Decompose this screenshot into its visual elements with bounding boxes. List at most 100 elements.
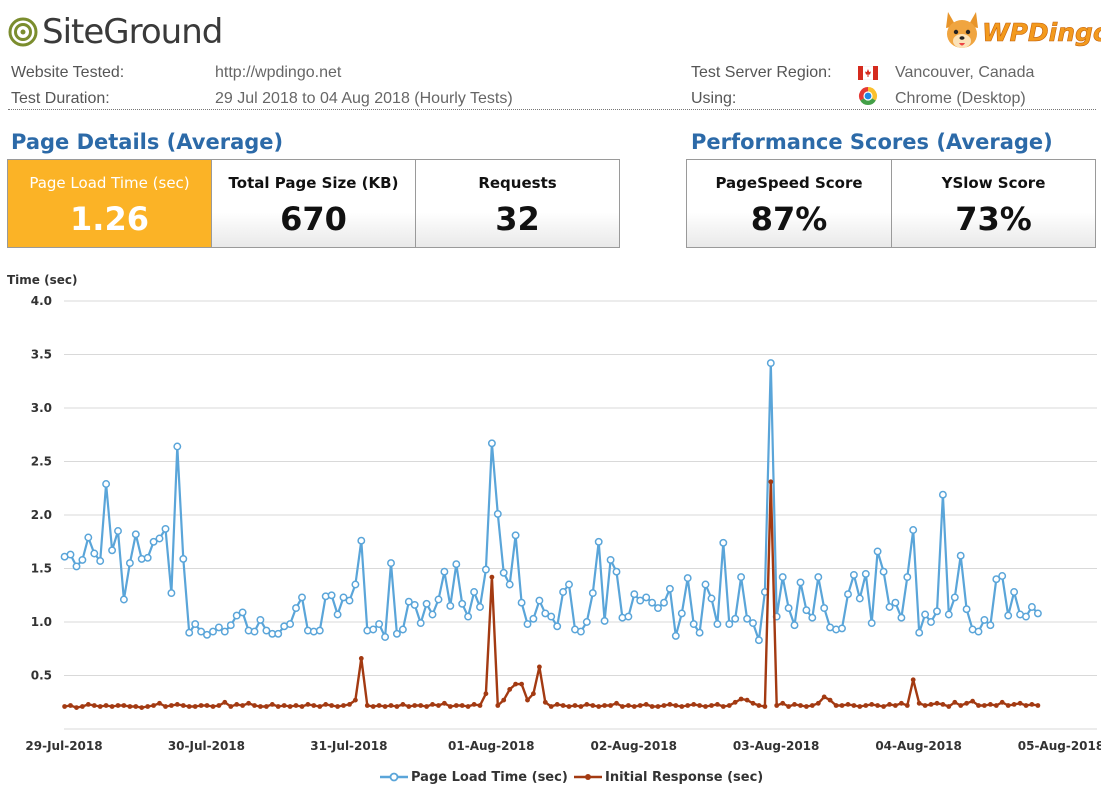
data-point — [744, 697, 750, 703]
data-point — [946, 704, 952, 709]
data-point — [392, 629, 401, 638]
data-point — [155, 534, 164, 543]
data-point — [465, 704, 471, 709]
data-point — [483, 691, 489, 697]
data-point — [464, 612, 473, 621]
data-point — [452, 560, 461, 569]
data-point — [703, 704, 708, 709]
data-point — [198, 703, 204, 708]
test-duration-value: 29 Jul 2018 to 04 Aug 2018 (Hourly Tests… — [215, 90, 513, 107]
data-point — [707, 594, 716, 603]
data-point — [335, 704, 340, 709]
data-point — [897, 613, 906, 622]
requests-value: 32 — [495, 200, 540, 238]
data-point — [1027, 603, 1036, 611]
data-point — [909, 526, 918, 534]
chart-legend: Page Load Time (sec) Initial Response (s… — [380, 770, 763, 785]
data-point — [222, 699, 228, 705]
data-point — [315, 626, 324, 635]
data-point — [578, 704, 584, 709]
x-tick-label: 03-Aug-2018 — [733, 739, 819, 753]
data-point — [442, 700, 447, 706]
data-point — [774, 703, 780, 708]
data-point — [404, 597, 413, 606]
data-point — [240, 703, 246, 708]
data-point — [329, 703, 334, 708]
data-point — [382, 704, 388, 709]
data-point — [726, 703, 732, 708]
data-point — [808, 613, 817, 622]
data-point — [529, 614, 538, 623]
data-point — [559, 588, 568, 596]
chart-grid — [64, 300, 1097, 730]
yslow-score-label: YSlow Score — [941, 174, 1046, 192]
data-point — [1023, 703, 1029, 708]
requests-card: Requests 32 — [416, 160, 619, 247]
website-tested-value: http://wpdingo.net — [215, 64, 342, 81]
load-time-chart: Time (sec) 4.0 3.5 3.0 2.5 2.0 1.5 1.0 0.5 29-J… — [7, 273, 1101, 785]
test-duration-label: Test Duration: — [11, 90, 110, 107]
data-point — [600, 616, 609, 625]
data-point — [511, 531, 520, 540]
data-point — [867, 619, 876, 628]
legend-initial-response-marker — [585, 774, 591, 780]
data-point — [671, 631, 680, 640]
data-point — [1029, 702, 1035, 707]
data-point — [820, 604, 829, 613]
data-point — [643, 702, 649, 707]
data-point — [96, 557, 105, 565]
region-value: Vancouver, Canada — [895, 64, 1035, 81]
data-point — [974, 627, 983, 636]
siteground-logo-text: SiteGround — [42, 12, 223, 52]
series-page-load-time — [60, 359, 1042, 645]
data-point — [493, 509, 502, 518]
data-point — [125, 559, 134, 568]
data-point — [910, 677, 916, 683]
data-point — [709, 703, 714, 708]
y-tick-label: 4.0 — [31, 294, 52, 308]
data-point — [232, 611, 241, 620]
pagespeed-score-card: PageSpeed Score 87% — [687, 160, 892, 247]
data-point — [525, 697, 530, 703]
data-point — [139, 705, 145, 710]
data-point — [737, 573, 746, 582]
data-point — [933, 607, 941, 616]
data-point — [849, 570, 858, 579]
canada-flag-icon — [858, 66, 878, 80]
data-point — [821, 694, 827, 700]
data-point — [572, 703, 578, 708]
wpdingo-logo-text: WPDingo — [982, 17, 1101, 47]
data-point — [547, 612, 556, 621]
data-point — [804, 704, 809, 709]
data-point — [258, 704, 263, 709]
data-point — [351, 580, 360, 589]
data-point — [952, 699, 958, 705]
data-point — [655, 704, 661, 709]
data-point — [792, 702, 797, 707]
data-point — [648, 598, 657, 607]
data-point — [220, 627, 229, 636]
data-point — [754, 636, 763, 645]
data-point — [91, 703, 97, 708]
data-point — [369, 625, 378, 634]
data-point — [814, 573, 823, 582]
data-point — [97, 704, 103, 709]
data-point — [281, 703, 287, 708]
data-point — [999, 699, 1005, 705]
x-tick-label: 05-Aug-2018 — [1018, 739, 1101, 753]
data-point — [357, 536, 366, 545]
data-point — [560, 703, 566, 708]
data-point — [68, 703, 73, 708]
data-point — [762, 704, 768, 709]
page-load-time-card: Page Load Time (sec) 1.26 — [8, 160, 212, 247]
data-point — [827, 697, 833, 703]
data-point — [287, 704, 293, 709]
data-point — [928, 702, 934, 707]
data-point — [970, 698, 975, 704]
performance-score-cards: PageSpeed Score 87% YSlow Score 73% — [686, 159, 1096, 248]
data-point — [766, 359, 775, 368]
data-point — [893, 703, 898, 708]
data-point — [691, 702, 697, 707]
performance-scores-title: Performance Scores (Average) — [691, 130, 1053, 154]
data-point — [358, 656, 364, 661]
